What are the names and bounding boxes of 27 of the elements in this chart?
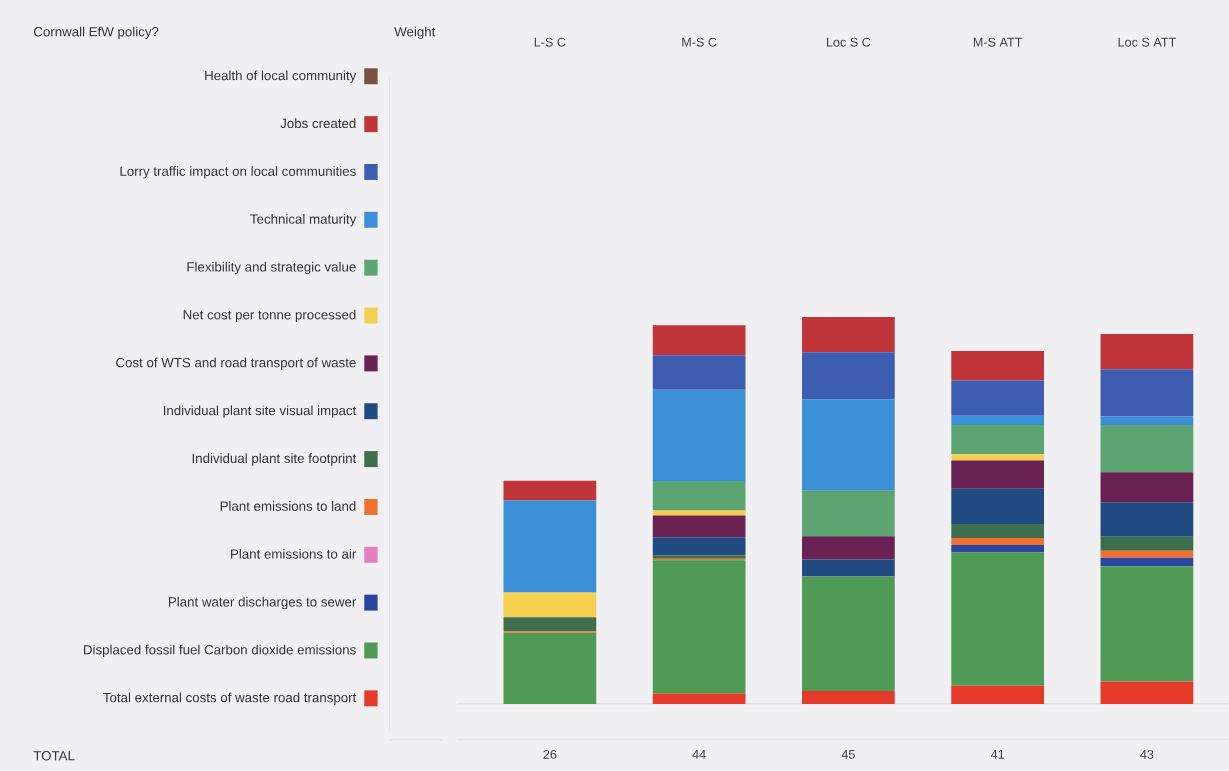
legend-label: Cost of WTS and road transport of waste [116,357,356,371]
text: 26 [543,750,557,760]
text: TOTAL [33,751,75,761]
text: Weight [394,26,436,40]
legend-label: Total external costs of waste road transport [103,692,357,706]
text: 45 [841,750,855,759]
legend-label: Plant emissions to air [231,549,357,559]
x-tick-label: Loc S ATT [1118,37,1176,47]
legend-label: Flexibility and strategic value [187,262,356,275]
x-tick-label: M-S C [682,37,717,47]
text: 41 [990,750,1005,759]
legend-title: Cornwall EfW policy? [33,26,159,40]
legend-label: Plant emissions to land [220,501,356,512]
text: 44 [692,750,706,759]
x-tick-label: L-S C [534,37,566,47]
text: 43 [1140,750,1154,760]
legend-label: Plant water discharges to sewer [168,596,357,610]
legend-label: Displaced fossil fuel Carbon dioxide emissions [84,644,356,658]
legend-label: Health of local community [205,70,357,83]
legend-label: Technical maturity [250,214,357,227]
legend-label: Individual plant site visual impact [163,405,357,418]
x-tick-label: Loc S C [826,37,871,47]
legend-label: Lorry traffic impact on local communities [120,166,356,179]
x-tick-label: M-S ATT [973,37,1023,47]
legend-label: Net cost per tonne processed [183,309,356,323]
legend-label: Jobs created [280,118,356,129]
legend-label: Individual plant site footprint [192,453,357,466]
